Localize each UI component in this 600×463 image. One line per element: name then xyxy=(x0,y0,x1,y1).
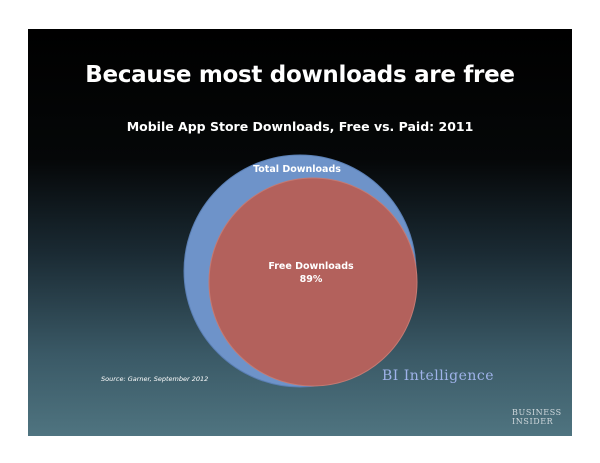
total-downloads-label: Total Downloads xyxy=(253,164,341,175)
bi-intelligence-brand: BI Intelligence xyxy=(382,368,495,384)
free-downloads-circle xyxy=(208,177,418,387)
logo-line-1: Business xyxy=(512,408,562,417)
free-downloads-value: 89% xyxy=(300,274,323,285)
headline: Because most downloads are free xyxy=(85,62,515,88)
business-insider-logo: Business Insider xyxy=(512,408,562,426)
source-note: Source: Garner, September 2012 xyxy=(101,375,209,383)
logo-line-2: Insider xyxy=(512,417,554,426)
chart-title: Mobile App Store Downloads, Free vs. Pai… xyxy=(126,119,474,134)
venn-chart: Total Downloads Free Downloads 89% xyxy=(183,154,418,388)
slide: Because most downloads are free Mobile A… xyxy=(28,29,572,436)
free-downloads-label: Free Downloads xyxy=(268,261,354,272)
